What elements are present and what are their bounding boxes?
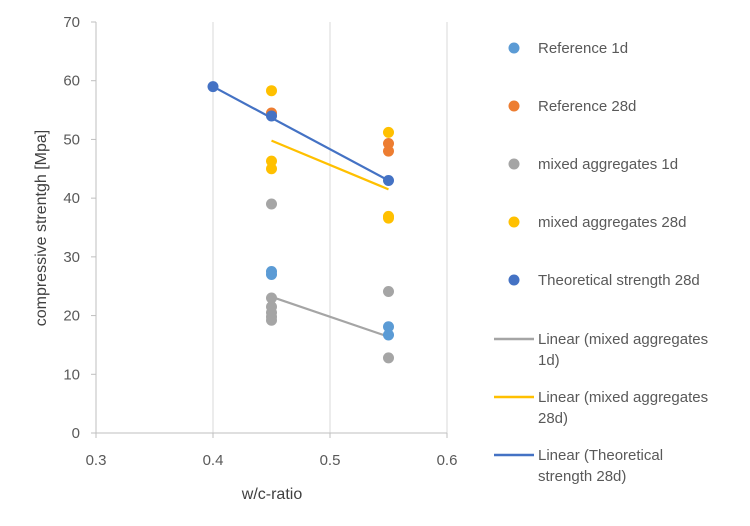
legend-label: mixed aggregates 28d (538, 214, 686, 231)
data-point (266, 163, 277, 175)
legend-label: mixed aggregates 1d (538, 156, 678, 173)
x-tick-label: 0.5 (320, 452, 341, 469)
y-tick-label: 0 (72, 425, 80, 442)
y-tick-label: 30 (63, 249, 80, 266)
x-axis-title: w/c-ratio (241, 486, 303, 503)
y-axis-title: compressive strentgh [Mpa] (33, 130, 50, 327)
data-point (383, 212, 394, 224)
data-point (266, 110, 277, 122)
data-point (383, 321, 394, 333)
data-point (383, 352, 394, 364)
data-point (383, 175, 394, 187)
y-tick-label: 40 (63, 190, 80, 207)
trendline (271, 295, 389, 338)
gridlines (212, 22, 448, 433)
data-point (383, 145, 394, 157)
data-point (383, 138, 394, 150)
legend-label: 28d) (538, 410, 568, 427)
trendline (212, 85, 390, 182)
legend-label: 1d) (538, 352, 560, 369)
y-tick-label: 60 (63, 73, 80, 90)
y-tick-label: 20 (63, 308, 80, 325)
y-tick-label: 50 (63, 131, 80, 148)
y-tick-label: 70 (63, 14, 80, 31)
data-point (207, 81, 219, 93)
x-tick-label: 0.6 (437, 452, 458, 469)
legend-label: Theoretical strength 28d (538, 272, 700, 289)
data-point (266, 198, 277, 210)
trendlines (212, 85, 390, 338)
legend-marker (508, 100, 520, 112)
data-point (383, 285, 394, 297)
legend-label: Linear (Theoretical (538, 447, 663, 464)
legend-marker (508, 158, 520, 170)
tick-labels: 0 10 20 30 40 50 60 70 0.3 0.4 0.5 0.6 (63, 14, 457, 469)
data-point (266, 85, 277, 97)
axes (91, 21, 448, 438)
legend-label: Linear (mixed aggregates (538, 331, 708, 348)
legend-marker (508, 42, 520, 54)
legend-label: strength 28d) (538, 468, 626, 485)
legend-label: Linear (mixed aggregates (538, 389, 708, 406)
legend-label: Reference 28d (538, 98, 636, 115)
legend-marker (508, 216, 520, 228)
legend-marker (508, 274, 520, 286)
x-tick-label: 0.3 (86, 452, 107, 469)
legend-label: Reference 1d (538, 40, 628, 57)
data-points (207, 81, 394, 364)
data-point (266, 155, 277, 167)
legend: Reference 1d Reference 28d mixed aggregate… (494, 40, 708, 485)
trendline (271, 139, 389, 191)
data-point (266, 314, 277, 326)
y-tick-label: 10 (63, 366, 80, 383)
data-point (383, 126, 394, 138)
data-point (266, 292, 277, 304)
x-tick-label: 0.4 (203, 452, 224, 469)
data-point (383, 329, 394, 341)
data-point (266, 268, 277, 280)
